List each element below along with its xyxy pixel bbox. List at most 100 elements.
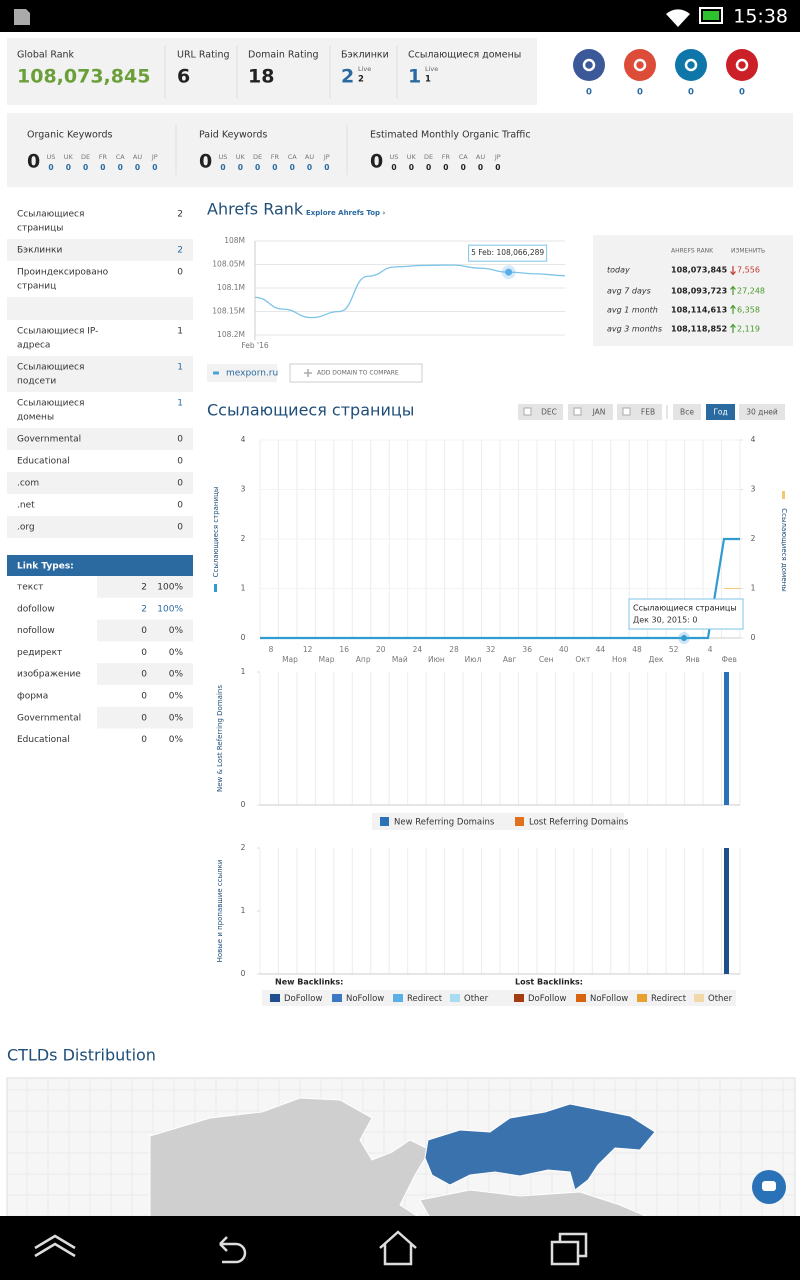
legend-swatch bbox=[576, 994, 586, 1002]
table-header: ИЗМЕНИТЬ bbox=[731, 248, 765, 255]
y-tick-label: 3 bbox=[241, 485, 246, 494]
sidebar-label: .org bbox=[17, 523, 35, 533]
social-button[interactable] bbox=[675, 49, 707, 81]
nav-back[interactable] bbox=[219, 1236, 247, 1264]
y-tick-label: 108M bbox=[224, 236, 245, 245]
rank-value: 108,118,852 bbox=[671, 325, 727, 334]
filter-label: FEB bbox=[641, 408, 655, 417]
y-tick-label: 108.2M bbox=[217, 330, 245, 339]
x-tick-label: 36 bbox=[522, 645, 532, 654]
rank-value: 108,093,723 bbox=[671, 287, 727, 296]
legend-box bbox=[372, 813, 624, 830]
period: avg 7 days bbox=[607, 287, 651, 296]
country: CA bbox=[288, 153, 298, 161]
y-tick-label: 0 bbox=[241, 969, 246, 978]
sidebar-label: страниц bbox=[17, 282, 56, 292]
y-tick-label: 0 bbox=[241, 633, 246, 642]
range-button[interactable] bbox=[706, 404, 735, 420]
x-tick-label: 16 bbox=[339, 645, 349, 654]
nav-recent[interactable] bbox=[550, 1232, 588, 1266]
sidebar-value[interactable]: 1 bbox=[177, 363, 183, 373]
legend-label: Redirect bbox=[407, 994, 443, 1004]
x-tick-label: Июн bbox=[428, 655, 445, 664]
social-glyph bbox=[684, 58, 698, 72]
country: DE bbox=[424, 153, 433, 161]
country: FR bbox=[99, 153, 108, 161]
period: avg 1 month bbox=[607, 306, 658, 315]
sidebar-value[interactable]: 1 bbox=[177, 399, 183, 409]
section-title: CTLDs Distribution bbox=[7, 1046, 156, 1065]
social-button[interactable] bbox=[726, 49, 758, 81]
link-percent: 0% bbox=[169, 713, 184, 723]
sidebar-label: .net bbox=[17, 501, 35, 511]
x-tick-label: 40 bbox=[559, 645, 569, 654]
y-tick-label: 1 bbox=[241, 906, 246, 915]
rank-change: 7,556 bbox=[737, 266, 760, 275]
link-count: 0 bbox=[141, 670, 147, 680]
country: UK bbox=[64, 153, 74, 161]
sidebar-row bbox=[7, 203, 193, 239]
link-type: Governmental bbox=[17, 713, 81, 723]
legend-label: NoFollow bbox=[346, 994, 384, 1004]
sidebar-label: Ссылающиеся bbox=[17, 210, 84, 220]
country: AU bbox=[305, 153, 314, 161]
row-gap bbox=[7, 297, 193, 320]
axis-marker bbox=[214, 584, 217, 592]
social-button[interactable] bbox=[624, 49, 656, 81]
metrics-panel bbox=[7, 38, 537, 105]
series-line bbox=[260, 537, 740, 640]
social-button[interactable] bbox=[573, 49, 605, 81]
land bbox=[149, 1097, 431, 1219]
link-type: Educational bbox=[17, 735, 70, 745]
country-count: 0 bbox=[255, 163, 260, 172]
link[interactable]: Explore Ahrefs Top › bbox=[306, 209, 386, 217]
sidebar-value: 0 bbox=[177, 457, 183, 467]
link-row-values bbox=[97, 576, 193, 598]
sidebar-row bbox=[7, 239, 193, 261]
table-header: AHREFS RANK bbox=[671, 248, 714, 255]
x-tick-label: Окт bbox=[575, 655, 590, 664]
country: DE bbox=[253, 153, 262, 161]
compare-button[interactable] bbox=[289, 363, 423, 383]
link-row-values bbox=[97, 641, 193, 664]
sidebar-value: 0 bbox=[177, 523, 183, 533]
metric-label: URL Rating bbox=[177, 50, 230, 61]
tooltip bbox=[628, 598, 744, 630]
country-count: 0 bbox=[48, 163, 53, 172]
country-count: 0 bbox=[135, 163, 140, 172]
social-count: 0 bbox=[637, 88, 643, 98]
compare-label: ADD DOMAIN TO COMPARE bbox=[317, 370, 399, 377]
sidebar-row bbox=[7, 320, 193, 356]
country: JP bbox=[151, 153, 158, 161]
rank-value: 108,114,613 bbox=[671, 306, 727, 315]
nav-up[interactable] bbox=[34, 1234, 76, 1258]
legend-title: Lost Backlinks: bbox=[515, 978, 583, 987]
x-tick-label: 4 bbox=[708, 645, 713, 654]
keyword-value: 0 bbox=[27, 151, 40, 173]
tooltip-text: Дек 30, 2015: 0 bbox=[633, 616, 698, 625]
legend-swatch bbox=[515, 817, 524, 826]
legend-label: NoFollow bbox=[590, 994, 628, 1004]
link-type: текст bbox=[17, 583, 43, 593]
sidebar-value[interactable]: 2 bbox=[177, 246, 183, 256]
keywords-panel bbox=[7, 113, 793, 187]
keyword-value: 0 bbox=[199, 151, 212, 173]
country-count: 0 bbox=[238, 163, 243, 172]
period: avg 3 months bbox=[607, 325, 662, 334]
range-button[interactable] bbox=[673, 404, 701, 420]
x-tick-label: Апр bbox=[356, 655, 371, 664]
sidebar-row bbox=[7, 392, 193, 428]
link-types-header bbox=[7, 555, 193, 576]
legend-title: New Backlinks: bbox=[275, 978, 343, 987]
sidebar-row bbox=[7, 356, 193, 392]
y2-tick-label: 3 bbox=[751, 485, 756, 494]
nav-home[interactable] bbox=[379, 1230, 417, 1266]
link-row-values bbox=[97, 706, 193, 729]
keyword-label: Organic Keywords bbox=[27, 130, 113, 141]
range-button[interactable] bbox=[739, 404, 785, 420]
x-tick-label: 24 bbox=[413, 645, 423, 654]
link-percent: 0% bbox=[169, 692, 184, 702]
section-title: Ahrefs Rank bbox=[207, 200, 304, 219]
x-tick-label: Мар bbox=[319, 655, 335, 664]
legend-label: Lost Referring Domains bbox=[529, 818, 629, 828]
